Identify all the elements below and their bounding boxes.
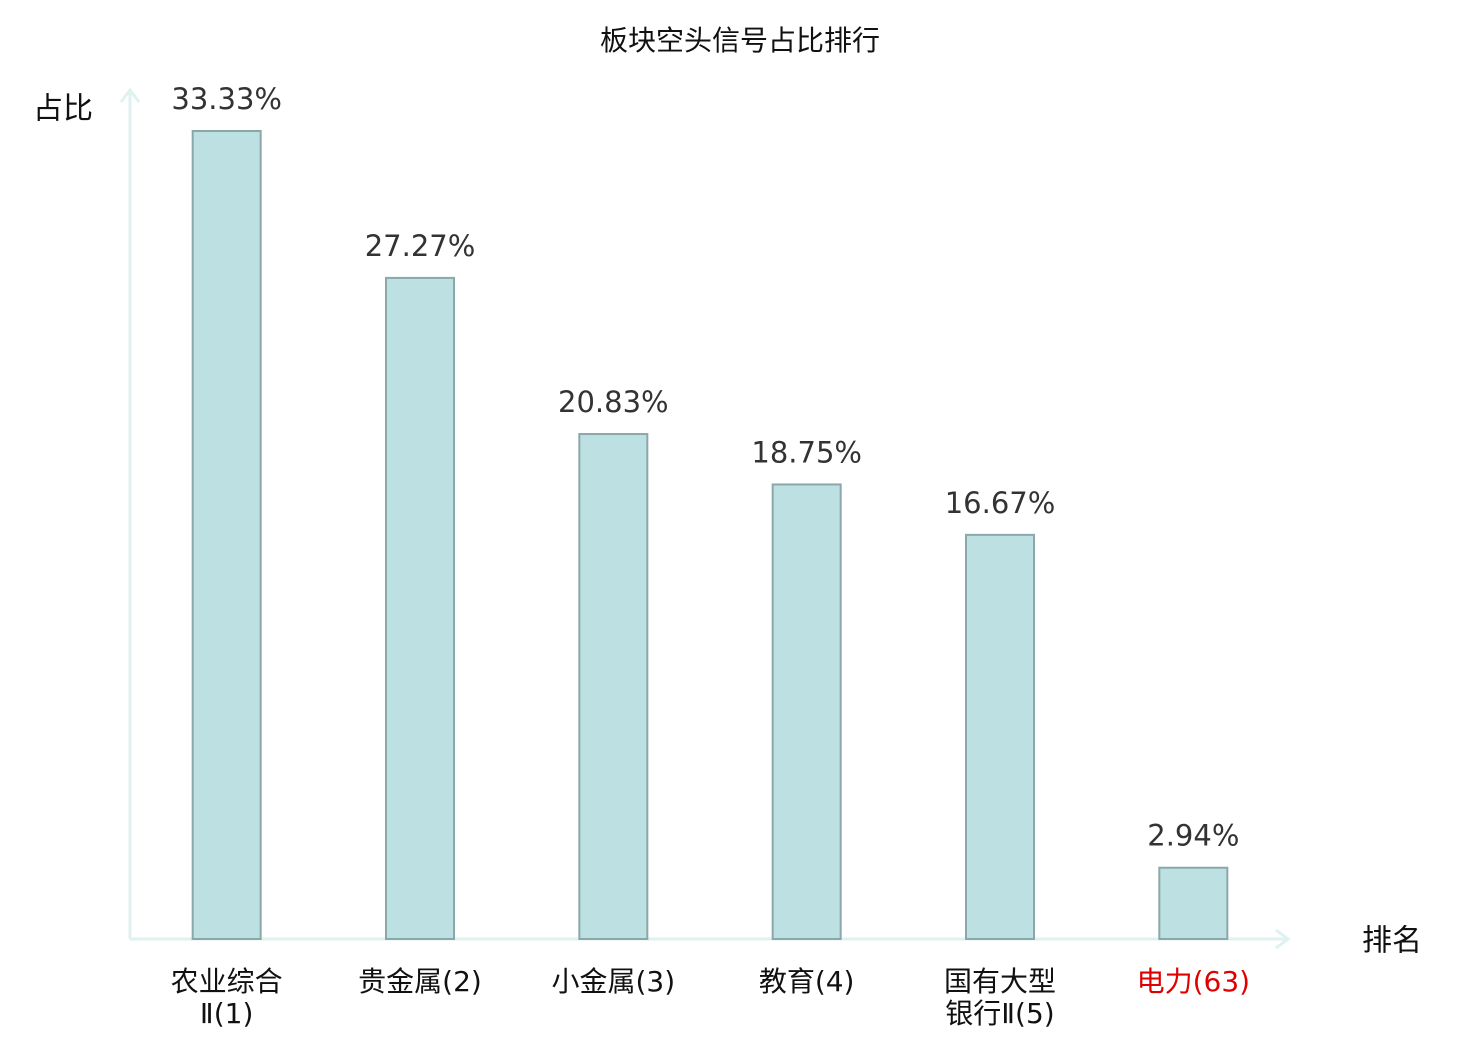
value-label: 18.75% — [751, 435, 862, 469]
value-label: 33.33% — [171, 82, 282, 116]
x-tick-label: 贵金属(2) — [358, 965, 482, 998]
bar — [965, 533, 1035, 940]
bar — [578, 433, 649, 940]
y-axis-arrow — [119, 87, 141, 103]
bar — [771, 483, 842, 940]
x-tick-label: 电力(63) — [1136, 965, 1251, 998]
x-tick-label: 农业综合Ⅱ(1) — [170, 965, 283, 1030]
x-axis-arrow — [1275, 928, 1291, 950]
x-axis-label: 排名 — [1362, 924, 1422, 959]
x-tick-label: 教育(4) — [758, 965, 855, 998]
chart-title: 板块空头信号占比排行 — [600, 24, 880, 57]
value-label: 2.94% — [1147, 819, 1239, 853]
bar — [385, 276, 455, 940]
y-axis-label: 占比 — [33, 92, 93, 127]
x-tick-label: 国有大型银行Ⅱ(5) — [943, 965, 1056, 1030]
bar — [191, 130, 262, 940]
bar — [1158, 866, 1229, 941]
x-tick-label: 小金属(3) — [551, 965, 676, 998]
value-label: 20.83% — [558, 385, 669, 419]
value-label: 27.27% — [365, 229, 476, 263]
value-label: 16.67% — [945, 486, 1056, 520]
